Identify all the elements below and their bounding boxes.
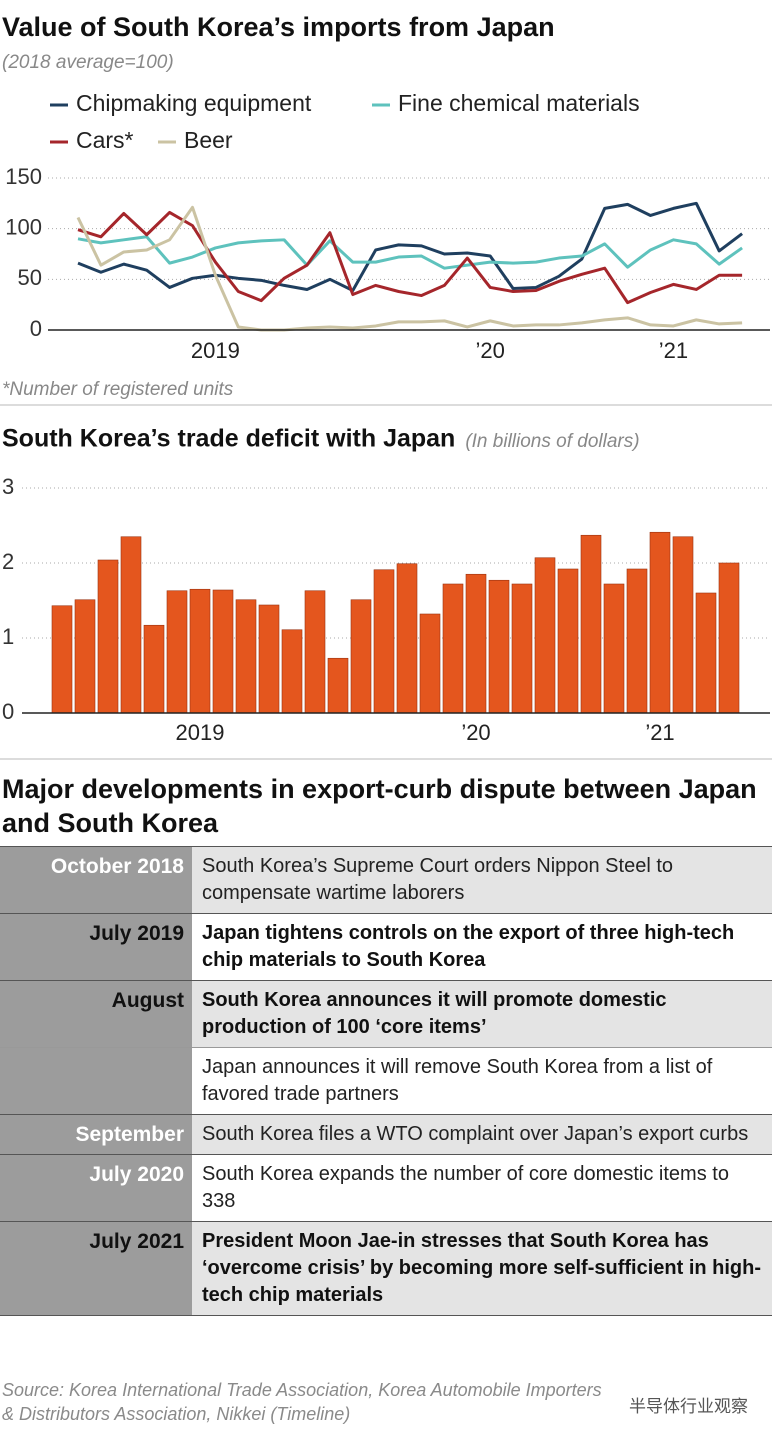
y-tick-label: 50 bbox=[18, 265, 42, 290]
charts: Value of South Korea’s imports from Japa… bbox=[0, 12, 772, 760]
timeline-date: July 2019 bbox=[0, 914, 192, 980]
x-tick-label: ’21 bbox=[645, 720, 674, 745]
timeline-text: President Moon Jae-in stresses that Sout… bbox=[192, 1222, 772, 1315]
bar bbox=[649, 531, 671, 714]
bar bbox=[580, 534, 602, 714]
bar bbox=[189, 588, 211, 714]
timeline-rows: October 2018 South Korea’s Supreme Court … bbox=[0, 846, 772, 1316]
line-series bbox=[77, 235, 743, 270]
x-tick-label: 2019 bbox=[176, 720, 225, 745]
timeline-row: July 2019 Japan tightens controls on the … bbox=[0, 913, 772, 980]
timeline-date: July 2020 bbox=[0, 1155, 192, 1221]
timeline-date: August bbox=[0, 981, 192, 1047]
source: Source: Korea International Trade Associ… bbox=[2, 1380, 602, 1424]
timeline-text: Japan tightens controls on the export of… bbox=[192, 914, 772, 980]
timeline-text: South Korea announces it will promote do… bbox=[192, 981, 772, 1047]
x-tick-label: ’20 bbox=[476, 338, 505, 363]
x-tick-label: ’20 bbox=[461, 720, 490, 745]
bar bbox=[258, 604, 280, 714]
line-series bbox=[76, 205, 743, 332]
y-tick-label: 0 bbox=[30, 316, 42, 341]
bar bbox=[212, 589, 234, 714]
legend-label: Beer bbox=[184, 127, 233, 153]
timeline-row: July 2020 South Korea expands the number … bbox=[0, 1154, 772, 1221]
timeline-text: South Korea expands the number of core d… bbox=[192, 1155, 772, 1221]
legend-label: Chipmaking equipment bbox=[76, 90, 312, 116]
line-series bbox=[77, 210, 743, 305]
timeline-date: September bbox=[0, 1115, 192, 1154]
watermark: 半导体行业观察 bbox=[629, 1397, 748, 1416]
bar bbox=[534, 557, 556, 714]
y-tick-label: 100 bbox=[5, 214, 42, 239]
y-tick-label: 2 bbox=[2, 549, 14, 574]
bar bbox=[672, 536, 694, 714]
x-tick-label: ’21 bbox=[659, 338, 688, 363]
y-tick-label: 3 bbox=[2, 474, 14, 499]
chart-note: *Number of registered units bbox=[2, 379, 234, 400]
bar bbox=[120, 536, 142, 714]
bar bbox=[419, 613, 441, 714]
bar bbox=[143, 624, 165, 714]
y-tick-label: 1 bbox=[2, 624, 14, 649]
legend-label: Fine chemical materials bbox=[398, 90, 640, 116]
bar bbox=[373, 569, 395, 714]
timeline-text: South Korea’s Supreme Court orders Nippo… bbox=[192, 847, 772, 913]
bar bbox=[695, 592, 717, 714]
y-tick-label: 0 bbox=[2, 699, 14, 724]
bar bbox=[51, 605, 73, 714]
bar bbox=[281, 629, 303, 714]
timeline-row: September South Korea files a WTO complai… bbox=[0, 1114, 772, 1154]
timeline-text: Japan announces it will remove South Kor… bbox=[192, 1048, 772, 1114]
bar bbox=[235, 599, 257, 714]
bar bbox=[97, 559, 119, 714]
bar bbox=[396, 563, 418, 714]
bar bbox=[327, 657, 349, 714]
bar bbox=[626, 568, 648, 714]
bar bbox=[304, 590, 326, 714]
timeline-date bbox=[0, 1048, 192, 1114]
timeline-row: July 2021 President Moon Jae-in stresses … bbox=[0, 1221, 772, 1315]
bar bbox=[166, 590, 188, 714]
chart-title: Value of South Korea’s imports from Japa… bbox=[2, 12, 555, 42]
timeline-title: Major developments in export-curb disput… bbox=[2, 774, 757, 838]
chart-subtitle: (In billions of dollars) bbox=[465, 431, 639, 452]
chart-subtitle: (2018 average=100) bbox=[2, 52, 174, 73]
bar bbox=[718, 562, 740, 714]
bar bbox=[488, 579, 510, 714]
legend-label: Cars* bbox=[76, 127, 134, 153]
timeline-row: October 2018 South Korea’s Supreme Court … bbox=[0, 846, 772, 913]
line-series bbox=[77, 201, 744, 292]
bar bbox=[74, 599, 96, 714]
timeline-date: October 2018 bbox=[0, 847, 192, 913]
bar bbox=[557, 568, 579, 714]
bar bbox=[350, 599, 372, 714]
bar bbox=[442, 583, 464, 714]
bar bbox=[511, 583, 533, 714]
timeline: Major developments in export-curb disput… bbox=[0, 760, 772, 1316]
timeline-text: South Korea files a WTO complaint over J… bbox=[192, 1115, 772, 1154]
timeline-date: July 2021 bbox=[0, 1222, 192, 1315]
bar bbox=[603, 583, 625, 714]
y-tick-label: 150 bbox=[5, 164, 42, 189]
x-tick-label: 2019 bbox=[191, 338, 240, 363]
chart-title: South Korea’s trade deficit with Japan bbox=[2, 425, 455, 453]
bar bbox=[465, 573, 487, 714]
timeline-row: August South Korea announces it will prom… bbox=[0, 980, 772, 1047]
timeline-row: Japan announces it will remove South Kor… bbox=[0, 1047, 772, 1114]
